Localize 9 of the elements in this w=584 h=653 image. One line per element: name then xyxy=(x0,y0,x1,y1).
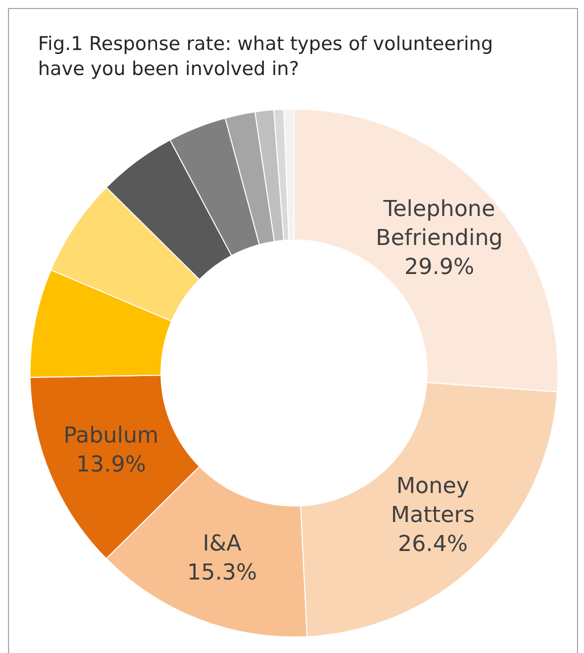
slice-label: Money Matters xyxy=(390,474,475,528)
data-label: 13.9% xyxy=(76,452,146,478)
slice-label: Pabulum xyxy=(63,423,159,448)
data-label: 26.4% xyxy=(398,532,468,557)
chart-title: Fig.1 Response rate: what types of volunteering have you been involved in? xyxy=(38,33,494,80)
data-label: 15.3% xyxy=(187,560,258,586)
slice-label: Telephone Befriending xyxy=(376,196,503,251)
data-label: 29.9% xyxy=(404,254,474,280)
slice-label: I&A xyxy=(202,532,242,557)
